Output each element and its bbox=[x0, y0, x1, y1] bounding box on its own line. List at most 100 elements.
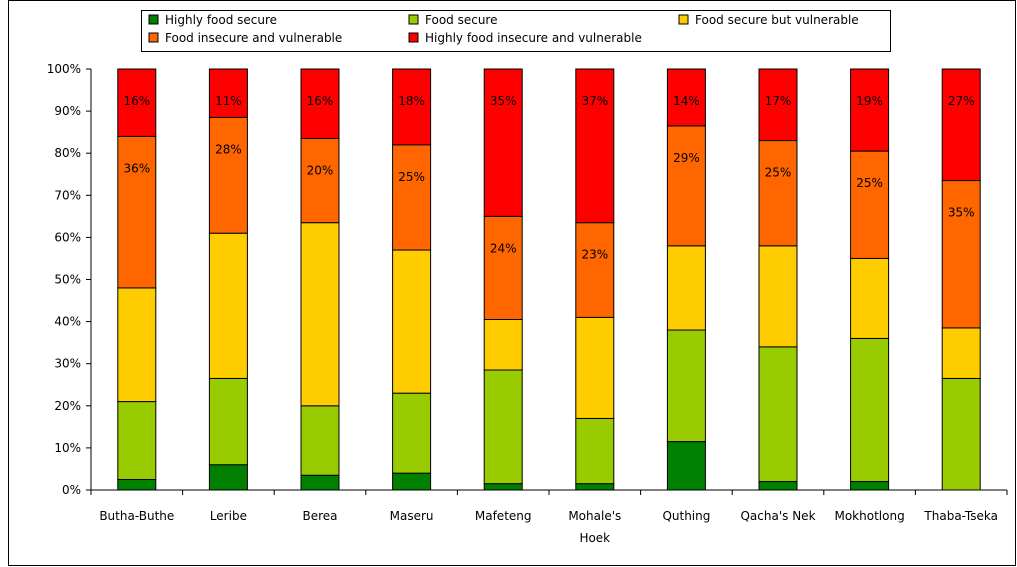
data-label: 35% bbox=[490, 94, 517, 108]
data-label: 27% bbox=[948, 94, 975, 108]
data-label: 17% bbox=[765, 94, 792, 108]
bar-segment-food-insecure-and-vulnerable bbox=[850, 150, 890, 259]
bar-segment-food-secure bbox=[392, 392, 432, 474]
bar-segment-highly-food-secure bbox=[300, 474, 340, 491]
bar-segment-highly-food-secure bbox=[758, 481, 798, 491]
bar-segment-food-insecure-and-vulnerable bbox=[941, 180, 981, 329]
y-tick-label: 0% bbox=[62, 483, 81, 497]
bar-segment-food-secure bbox=[208, 377, 248, 466]
data-label: 29% bbox=[673, 151, 700, 165]
bar-segment-highly-food-secure bbox=[392, 472, 432, 491]
legend-swatch-food-secure-but-vulnerable bbox=[678, 14, 689, 25]
data-label: 14% bbox=[673, 94, 700, 108]
legend: Highly food secure Food secure Food secure… bbox=[141, 10, 891, 52]
data-label: 23% bbox=[581, 248, 608, 262]
legend-swatch-food-insecure-and-vulnerable bbox=[148, 32, 159, 43]
bar-segment-food-insecure-and-vulnerable bbox=[300, 137, 340, 224]
bar-segment-food-secure-but-vulnerable bbox=[117, 287, 157, 403]
bar-segment-food-insecure-and-vulnerable bbox=[666, 125, 706, 247]
bar-segment-food-insecure-and-vulnerable bbox=[758, 140, 798, 247]
bar-segment-food-secure-but-vulnerable bbox=[758, 245, 798, 348]
data-label: 19% bbox=[856, 94, 883, 108]
bar-segment-food-secure-but-vulnerable bbox=[392, 249, 432, 394]
data-labels-group: 16% 36% 11% 28% 16% 20% 18% 25% 35% 24% 37% 23% 14% 2… bbox=[123, 94, 974, 262]
x-category-label: Mokhotlong bbox=[834, 509, 904, 523]
bar-segment-food-secure bbox=[666, 329, 706, 443]
y-tick-label: 30% bbox=[54, 357, 81, 371]
bar-segment-food-secure bbox=[850, 337, 890, 483]
bar-segment-food-secure bbox=[758, 346, 798, 483]
bar-segment-highly-food-insecure-and-vulnerable bbox=[300, 68, 340, 139]
legend-swatch-food-secure bbox=[408, 14, 419, 25]
x-category-label: Berea bbox=[302, 509, 337, 523]
legend-label-food-secure-but-vulnerable: Food secure but vulnerable bbox=[695, 13, 859, 27]
data-label: 18% bbox=[398, 94, 425, 108]
data-label: 20% bbox=[307, 163, 334, 177]
y-tick-label: 40% bbox=[54, 315, 81, 329]
bar-segment-food-secure bbox=[483, 369, 523, 485]
data-label: 28% bbox=[215, 142, 242, 156]
x-category-label: Butha-Buthe bbox=[99, 509, 174, 523]
bar-segment-food-secure-but-vulnerable bbox=[575, 316, 615, 419]
bar-segment-food-secure-but-vulnerable bbox=[666, 245, 706, 331]
bar-segment-highly-food-insecure-and-vulnerable bbox=[117, 68, 157, 137]
data-label: 25% bbox=[856, 176, 883, 190]
bar-segment-food-secure bbox=[941, 377, 981, 491]
bar-segment-highly-food-secure bbox=[483, 483, 523, 491]
legend-label-food-secure: Food secure bbox=[425, 13, 497, 27]
y-axis: 0% 10% 20% 30% 40% 50% 60% 70% 80% 90% 100% bbox=[47, 62, 92, 497]
x-category-label: Mafeteng bbox=[475, 509, 532, 523]
bar-segment-food-insecure-and-vulnerable bbox=[117, 135, 157, 289]
bar-segment-food-secure-but-vulnerable bbox=[208, 232, 248, 379]
bar-segment-food-secure bbox=[575, 417, 615, 485]
x-category-label: Mohale's bbox=[568, 509, 621, 523]
data-label: 35% bbox=[948, 206, 975, 220]
bar-segment-food-insecure-and-vulnerable bbox=[208, 116, 248, 234]
bar-segment-highly-food-insecure-and-vulnerable bbox=[483, 68, 523, 217]
bar-segment-food-insecure-and-vulnerable bbox=[483, 215, 523, 320]
bar-segment-food-secure bbox=[117, 401, 157, 480]
data-label: 37% bbox=[581, 94, 608, 108]
data-label: 25% bbox=[765, 166, 792, 180]
legend-label-food-insecure-and-vulnerable: Food insecure and vulnerable bbox=[165, 31, 342, 45]
bar-segment-food-secure-but-vulnerable bbox=[300, 222, 340, 407]
bar-segment-highly-food-secure bbox=[850, 481, 890, 491]
data-label: 16% bbox=[123, 94, 150, 108]
y-tick-label: 70% bbox=[54, 188, 81, 202]
bar-segment-highly-food-insecure-and-vulnerable bbox=[850, 68, 890, 152]
x-category-label: Leribe bbox=[210, 509, 247, 523]
data-label: 36% bbox=[123, 161, 150, 175]
bar-segment-highly-food-secure bbox=[208, 464, 248, 491]
x-axis: Butha-Buthe Leribe Berea Maseru Mafeteng Moha… bbox=[90, 489, 1008, 545]
x-category-label: Thaba-Tseka bbox=[923, 509, 998, 523]
bar-segment-highly-food-secure bbox=[117, 478, 157, 491]
bar-segment-food-secure bbox=[300, 405, 340, 476]
legend-box bbox=[141, 10, 891, 52]
data-label: 24% bbox=[490, 241, 517, 255]
bar-segment-food-insecure-and-vulnerable bbox=[575, 222, 615, 318]
bars-group bbox=[117, 68, 981, 491]
bar-segment-food-secure-but-vulnerable bbox=[941, 327, 981, 379]
y-tick-label: 50% bbox=[54, 273, 81, 287]
bar-segment-food-secure-but-vulnerable bbox=[483, 318, 523, 371]
data-label: 16% bbox=[307, 94, 334, 108]
bar-segment-highly-food-secure bbox=[575, 483, 615, 491]
x-category-label: Quthing bbox=[662, 509, 710, 523]
bar-segment-highly-food-insecure-and-vulnerable bbox=[666, 68, 706, 127]
y-tick-label: 10% bbox=[54, 441, 81, 455]
y-tick-label: 90% bbox=[54, 104, 81, 118]
bar-segment-highly-food-insecure-and-vulnerable bbox=[208, 68, 248, 118]
bar-segment-highly-food-insecure-and-vulnerable bbox=[575, 68, 615, 224]
legend-label-highly-food-secure: Highly food secure bbox=[165, 13, 277, 27]
y-tick-label: 100% bbox=[47, 62, 81, 76]
y-tick-label: 60% bbox=[54, 230, 81, 244]
bar-segment-food-secure-but-vulnerable bbox=[850, 257, 890, 339]
bar-segment-highly-food-insecure-and-vulnerable bbox=[758, 68, 798, 142]
legend-swatch-highly-food-insecure-and-vulnerable bbox=[408, 32, 419, 43]
bar-segment-highly-food-insecure-and-vulnerable bbox=[392, 68, 432, 146]
legend-label-highly-food-insecure-and-vulnerable: Highly food insecure and vulnerable bbox=[425, 31, 642, 45]
x-category-label: Hoek bbox=[579, 531, 610, 545]
bar-segment-highly-food-secure bbox=[666, 441, 706, 491]
